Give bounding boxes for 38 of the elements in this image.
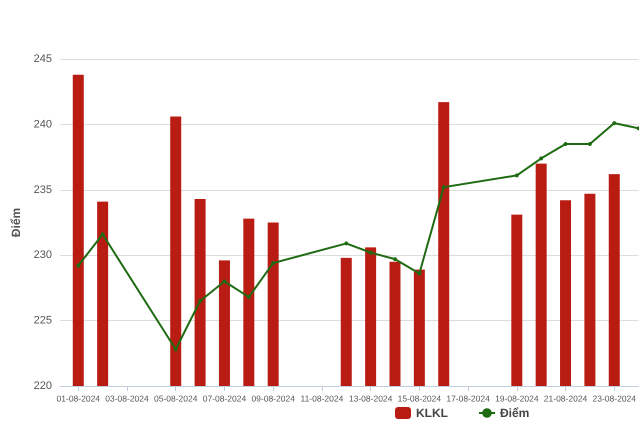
point (271, 261, 276, 266)
point (417, 272, 422, 276)
point (612, 121, 616, 126)
x-tick-label: 07-08-2024 (202, 394, 246, 404)
x-tick-label: 01-08-2024 (56, 394, 100, 404)
legend-label: KLKL (416, 406, 448, 420)
y-tick-label: 230 (34, 249, 52, 262)
y-tick-label: 235 (34, 184, 52, 196)
x-tick-label: 17-08-2024 (446, 394, 490, 404)
point (222, 279, 226, 284)
point (198, 298, 202, 303)
point (344, 241, 348, 246)
point (246, 295, 251, 300)
point (100, 232, 105, 236)
x-tick-label: 13-08-2024 (348, 394, 393, 404)
point (588, 142, 592, 146)
point (442, 185, 446, 190)
x-tick-label: 23-08-2024 (592, 394, 636, 404)
point (514, 173, 519, 178)
x-tick-label: 15-08-2024 (398, 394, 442, 404)
y-tick-label: 240 (34, 118, 52, 130)
y-axis-title: Điểm (9, 208, 23, 238)
point (564, 142, 568, 146)
point (392, 257, 397, 262)
point (539, 156, 544, 160)
x-tick-label: 05-08-2024 (154, 394, 198, 404)
x-tick-label: 03-08-2024 (105, 394, 150, 404)
x-tick-label: 09-08-2024 (251, 394, 296, 404)
point (76, 264, 80, 268)
point (174, 347, 178, 352)
y-tick-label: 225 (34, 314, 52, 327)
x-tick-label: 21-08-2024 (544, 394, 588, 404)
x-tick-label: 11-08-2024 (300, 394, 344, 404)
y-tick-label: 245 (34, 53, 52, 65)
legend-label: Điểm (500, 406, 530, 420)
y-tick-label: 220 (34, 380, 52, 392)
x-tick-label: 19-08-2024 (495, 394, 539, 404)
point (368, 250, 373, 255)
